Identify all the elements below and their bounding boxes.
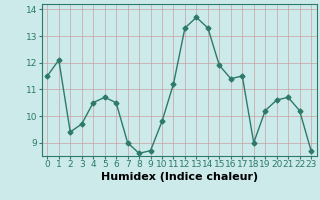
X-axis label: Humidex (Indice chaleur): Humidex (Indice chaleur) <box>100 172 258 182</box>
